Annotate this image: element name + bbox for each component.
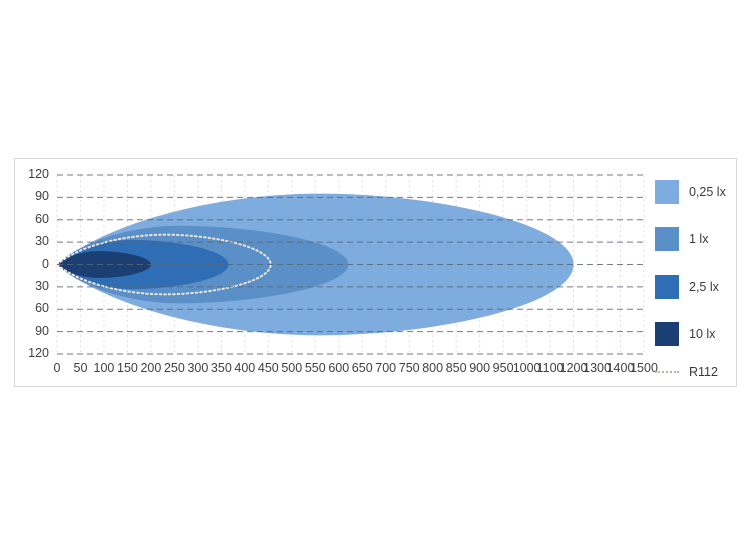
isolux-region-10-lx	[57, 251, 151, 278]
legend-item: R112	[655, 365, 718, 379]
x-axis-tick-label: 350	[210, 361, 232, 375]
legend-color-swatch	[655, 227, 679, 251]
legend-item: 0,25 lx	[655, 180, 726, 204]
y-axis-tick-label: 90	[35, 189, 49, 204]
x-axis-tick-label: 1200	[559, 361, 588, 375]
x-axis-tick-label: 200	[140, 361, 162, 375]
chart-frame: 120 90 60 30 0 30 60 90 120 0 50 100 150 200 250 300 350…	[14, 158, 737, 387]
x-axis-tick-label: 400	[234, 361, 256, 375]
x-axis-tick-label: 100	[93, 361, 115, 375]
x-axis-tick-label: 500	[281, 361, 303, 375]
x-axis-tick-label: 900	[469, 361, 491, 375]
y-axis-tick-label: 30	[35, 278, 49, 293]
y-axis-tick-label: 120	[28, 346, 49, 360]
x-axis-tick-label: 800	[422, 361, 444, 375]
legend-item-label: 0,25 lx	[689, 185, 726, 199]
y-axis-tick-label: 90	[35, 323, 49, 338]
x-axis-tick-label: 700	[375, 361, 397, 375]
x-axis-tick-label: 550	[304, 361, 326, 375]
x-axis-tick-label: 1000	[512, 361, 541, 375]
light-distribution-plot	[55, 174, 645, 355]
y-axis-tick-label: 60	[35, 211, 49, 226]
legend-item-label: 10 lx	[689, 327, 716, 341]
x-axis-tick-label: 0	[53, 361, 61, 375]
chart-legend: 0,25 lx 1 lx 2,5 lx 10 lx R112	[655, 180, 739, 380]
legend-item-label: 1 lx	[689, 232, 709, 246]
x-axis-tick-label: 1300	[583, 361, 611, 375]
legend-dotted-line-icon	[655, 371, 679, 373]
x-axis-tick-label: 250	[163, 361, 185, 375]
y-axis-tick-label: 120	[28, 167, 49, 181]
legend-color-swatch	[655, 322, 679, 346]
legend-item: 10 lx	[655, 322, 715, 346]
legend-color-swatch	[655, 180, 679, 204]
legend-item: 2,5 lx	[655, 275, 719, 299]
x-axis-tick-label: 850	[445, 361, 467, 375]
legend-item-label: R112	[689, 365, 718, 379]
x-axis-tick-label: 1500	[630, 361, 658, 375]
y-axis-tick-label: 30	[35, 234, 49, 249]
legend-color-swatch	[655, 275, 679, 299]
x-axis-tick-label: 150	[117, 361, 138, 375]
x-axis-tick-label: 650	[351, 361, 373, 375]
x-axis-tick-label: 600	[328, 361, 350, 375]
y-axis-tick-label: 60	[35, 301, 49, 316]
x-axis-tick-label: 1400	[606, 361, 635, 375]
x-axis-tick-label: 300	[187, 361, 209, 375]
y-axis-tick-label: 0	[42, 256, 49, 271]
x-axis-tick-label: 50	[73, 361, 88, 375]
x-axis-tick-label: 750	[398, 361, 420, 375]
x-axis-tick-label: 1100	[536, 361, 564, 375]
legend-item: 1 lx	[655, 227, 708, 251]
x-axis-tick-label: 950	[492, 361, 514, 375]
legend-item-label: 2,5 lx	[689, 280, 719, 294]
x-axis-tick-label: 450	[257, 361, 279, 375]
plot-area: 120 90 60 30 0 30 60 90 120 0 50 100 150 200 250 300 350…	[15, 159, 736, 386]
